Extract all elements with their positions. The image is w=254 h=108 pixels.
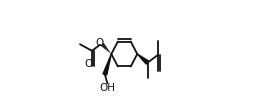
Text: O: O [95,38,103,48]
Text: O: O [85,59,93,69]
Polygon shape [137,54,149,64]
Text: OH: OH [99,83,115,93]
Polygon shape [103,54,111,75]
